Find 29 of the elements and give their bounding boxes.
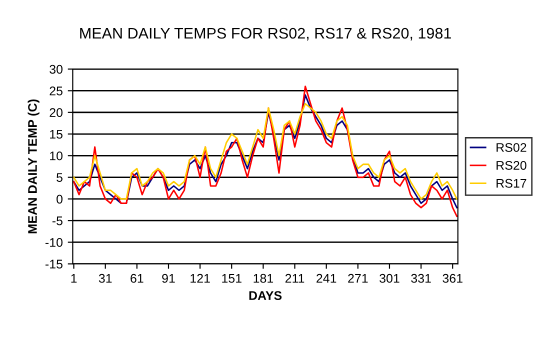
y-axis-title: MEAN DAILY TEMP (C) — [28, 99, 40, 234]
y-tick-label: 0 — [56, 194, 63, 204]
x-tick-label: 331 — [411, 274, 431, 283]
legend-label: RS02 — [496, 143, 526, 152]
y-tick-label: 5 — [56, 173, 62, 182]
x-axis-title: DAYS — [249, 291, 282, 300]
chart-title: MEAN DAILY TEMPS FOR RS02, RS17 & RS20, 1981 — [80, 28, 451, 40]
y-tick-label: 15 — [50, 130, 62, 139]
x-tick-label: 181 — [254, 274, 274, 283]
y-tick-label: 20 — [50, 108, 63, 118]
x-tick-label: 151 — [222, 274, 242, 283]
x-tick-label: 211 — [285, 274, 304, 283]
x-tick-label: 1 — [71, 274, 77, 283]
y-tick-label: -5 — [52, 216, 62, 226]
x-tick-label: 91 — [162, 274, 175, 283]
y-tick-label: 10 — [50, 151, 63, 160]
legend-label: RS17 — [496, 178, 526, 188]
x-tick-label: 241 — [316, 274, 336, 283]
x-tick-label: 271 — [348, 274, 368, 283]
x-tick-label: 121 — [190, 274, 210, 283]
x-tick-label: 31 — [98, 274, 112, 283]
y-tick-label: 25 — [50, 86, 62, 96]
y-tick-label: -15 — [46, 260, 62, 269]
y-tick-label: 30 — [50, 64, 63, 74]
y-tick-label: -10 — [46, 238, 63, 247]
x-tick-label: 361 — [442, 274, 462, 283]
x-tick-label: 301 — [380, 274, 400, 283]
x-tick-label: 61 — [130, 274, 144, 283]
legend-label: RS20 — [496, 160, 526, 170]
